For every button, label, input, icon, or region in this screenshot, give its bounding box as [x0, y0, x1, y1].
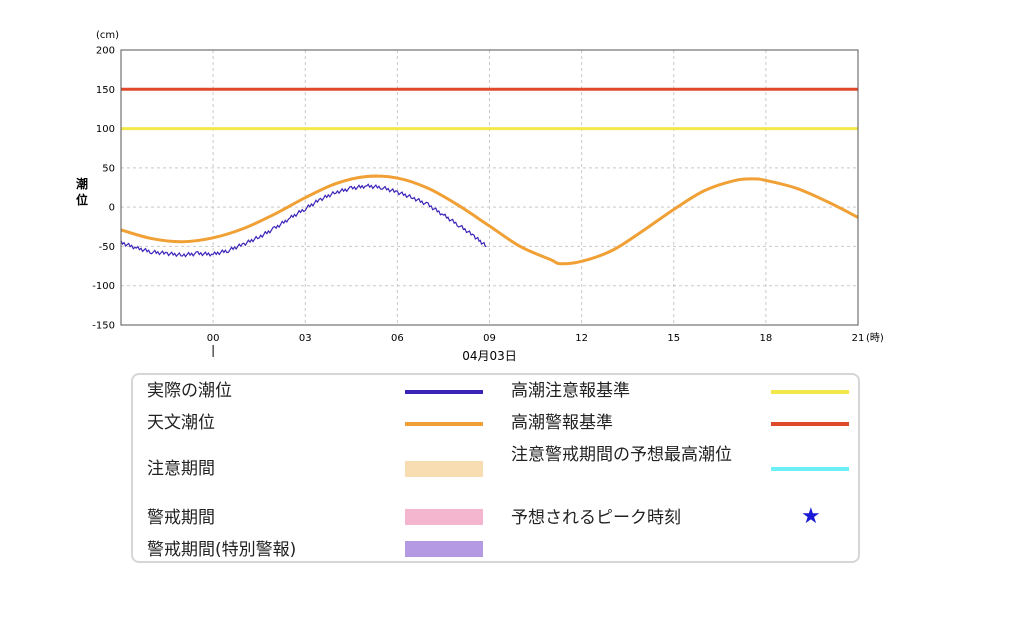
legend-label-left-3: 警戒期間 [147, 508, 215, 528]
y-tick-label: 100 [96, 124, 115, 135]
legend-label-right-0: 高潮注意報基準 [511, 381, 630, 401]
y-tick-label: 200 [96, 46, 115, 57]
legend-swatch-line [771, 467, 849, 471]
legend-label-left-0: 実際の潮位 [147, 381, 232, 401]
x-tick-label: 09 [483, 333, 496, 344]
plot-frame [120, 49, 859, 326]
legend-swatch-band [405, 509, 483, 525]
grid [121, 49, 859, 326]
threshold-lines [121, 87, 858, 131]
series-lines [120, 174, 859, 266]
legend: 実際の潮位天文潮位注意期間警戒期間警戒期間(特別警報) 高潮注意報基準 高潮警報基準… [131, 373, 860, 563]
x-tick-label: 18 [760, 333, 773, 344]
legend-swatch-line [405, 422, 483, 426]
y-axis-label: 潮位 [76, 176, 88, 207]
legend-label-right-3: 予想されるピーク時刻 [511, 508, 681, 528]
y-tick-label: -150 [92, 321, 115, 332]
star-icon: ★ [801, 504, 821, 529]
legend-swatch-band [405, 541, 483, 557]
legend-swatch-band [405, 461, 483, 477]
y-unit-label: (cm) [96, 30, 119, 41]
legend-label-right-2: 注意警戒期間の予想最高潮位 [511, 445, 732, 465]
tick-labels: 200 150 100 50 0 -50 -100 -150 00 03 06 09 12 15 18 21 [92, 46, 864, 345]
x-tick-label: 06 [391, 333, 404, 344]
y-axis-label-char: 潮 [76, 176, 88, 191]
legend-label-left-2: 注意期間 [147, 459, 215, 479]
y-tick-label: 50 [102, 163, 115, 174]
x-tick-label: 21 [852, 333, 865, 344]
y-tick-label: 0 [109, 203, 115, 214]
x-tick-label: 03 [299, 333, 312, 344]
x-tick-label: 15 [667, 333, 680, 344]
legend-swatch-line [771, 422, 849, 426]
y-tick-label: 150 [96, 85, 115, 96]
legend-label-left-4: 警戒期間(特別警報) [147, 540, 297, 560]
series-observed-line [120, 183, 487, 258]
y-tick-label: -100 [92, 281, 115, 292]
x-unit-label: (時) [866, 332, 884, 344]
y-tick-label: -50 [99, 242, 115, 253]
legend-label-right-1: 高潮警報基準 [511, 413, 613, 433]
date-label: 04月03日 [462, 349, 517, 363]
y-axis-label-char: 位 [76, 192, 88, 207]
x-tick-label: 12 [575, 333, 588, 344]
x-tick-label: 00 [207, 333, 220, 344]
series-astronomical-line [120, 174, 859, 266]
legend-swatch-line [771, 390, 849, 394]
legend-label-left-1: 天文潮位 [147, 413, 215, 433]
legend-swatch-line [405, 390, 483, 394]
